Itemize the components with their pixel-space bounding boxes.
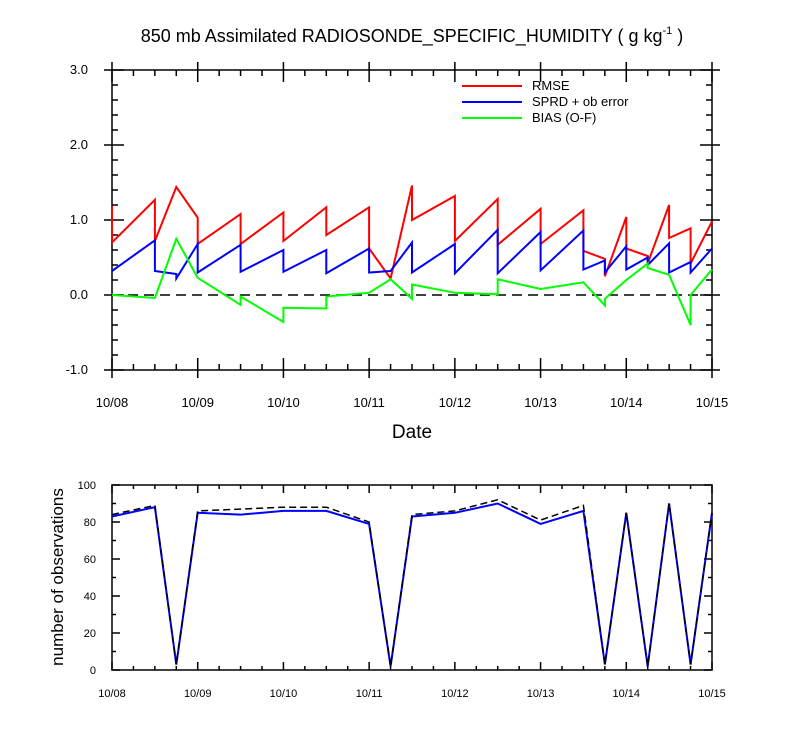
top-x-tick-labels: 10/08 10/09 10/10 10/11 10/12 10/13 10/14 10/15	[96, 395, 729, 410]
top-tick-marks	[104, 62, 720, 378]
x-tick-label: 10/08	[98, 688, 126, 700]
bottom-y-tick-labels: 0 20 40 60 80 100	[78, 480, 96, 677]
top-y-tick-labels: -1.0 0.0 1.0 2.0 3.0	[66, 62, 88, 377]
x-tick-label: 10/10	[270, 688, 298, 700]
y-tick-label: 80	[84, 517, 96, 529]
x-tick-label: 10/09	[181, 395, 214, 410]
x-tick-label: 10/11	[356, 688, 383, 700]
x-tick-label: 10/14	[613, 688, 641, 700]
y-tick-label: -1.0	[66, 362, 88, 377]
y-tick-label: 20	[84, 628, 96, 640]
legend: RMSE SPRD + ob error BIAS (O-F)	[462, 78, 629, 125]
x-tick-label: 10/09	[184, 688, 212, 700]
x-tick-label: 10/10	[267, 395, 300, 410]
y-tick-label: 60	[84, 554, 96, 566]
x-tick-label: 10/13	[524, 395, 557, 410]
y-tick-label: 2.0	[70, 137, 88, 152]
legend-label-rmse: RMSE	[532, 78, 570, 93]
x-tick-label: 10/15	[698, 688, 726, 700]
legend-label-bias: BIAS (O-F)	[532, 110, 596, 125]
x-tick-label: 10/14	[610, 395, 643, 410]
x-tick-label: 10/12	[439, 395, 472, 410]
top-chart-title-superscript: -1	[663, 25, 673, 37]
top-chart-title-suffix: )	[672, 26, 683, 46]
bottom-series-lines	[111, 499, 713, 667]
top-chart-title: 850 mb Assimilated RADIOSONDE_SPECIFIC_H…	[141, 25, 684, 47]
x-tick-label: 10/08	[96, 395, 129, 410]
legend-label-sprd: SPRD + ob error	[532, 94, 629, 109]
top-series-lines	[111, 184, 713, 326]
bottom-x-tick-labels: 10/08 10/09 10/10 10/11 10/12 10/13 10/14 10/15	[98, 688, 726, 700]
x-tick-label: 10/15	[696, 395, 729, 410]
y-tick-label: 3.0	[70, 62, 88, 77]
bottom-tick-marks	[111, 484, 713, 671]
y-tick-label: 100	[78, 480, 96, 492]
y-tick-label: 0.0	[70, 287, 88, 302]
bottom-y-axis-label: number of observations	[48, 488, 67, 666]
x-tick-label: 10/12	[441, 688, 469, 700]
series-line-observations-used	[111, 502, 713, 667]
top-x-axis-label: Date	[392, 422, 432, 443]
y-tick-label: 0	[90, 665, 96, 677]
series-line-observations-possible	[111, 499, 713, 667]
top-chart-title-main: 850 mb Assimilated RADIOSONDE_SPECIFIC_H…	[141, 26, 663, 47]
top-chart: 850 mb Assimilated RADIOSONDE_SPECIFIC_H…	[66, 25, 729, 443]
y-tick-label: 1.0	[70, 212, 88, 227]
series-line-bias-o-f-	[111, 236, 713, 326]
y-tick-label: 40	[84, 591, 96, 603]
series-line-sprd-ob-error	[111, 227, 713, 283]
x-tick-label: 10/11	[353, 395, 385, 410]
x-tick-label: 10/13	[527, 688, 555, 700]
